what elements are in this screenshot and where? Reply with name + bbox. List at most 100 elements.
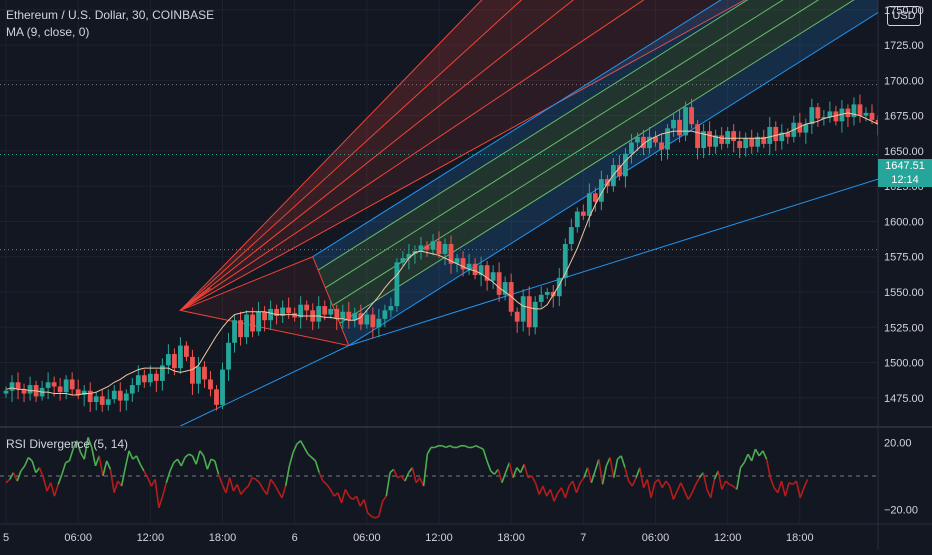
rsi-segment [603, 466, 607, 484]
rsi-segment [178, 459, 182, 466]
candle [677, 120, 682, 136]
rsi-segment [651, 483, 655, 498]
candle [737, 141, 742, 148]
rsi-segment [785, 483, 789, 496]
rsi-segment [356, 496, 360, 506]
rsi-segment [315, 461, 319, 473]
rsi-segment [647, 479, 651, 497]
candle [88, 391, 93, 402]
time-tick-label: 12:00 [425, 532, 453, 544]
rsi-segment [442, 446, 446, 448]
candle [136, 375, 141, 385]
candle [64, 379, 69, 392]
rsi-segment [487, 461, 491, 471]
candle [533, 302, 538, 327]
rsi-segment [200, 451, 204, 456]
price-tick-label: 1700.00 [884, 75, 924, 87]
rsi-segment [345, 489, 349, 496]
rsi-segment [107, 461, 111, 469]
rsi-segment [681, 483, 685, 491]
rsi-segment [248, 478, 252, 486]
rsi-segment [289, 452, 293, 465]
time-tick-label: 06:00 [64, 532, 92, 544]
rsi-legend[interactable]: RSI Divergence (5, 14) [6, 437, 128, 451]
symbol-legend[interactable]: Ethereum / U.S. Dollar, 30, COINBASE [6, 8, 214, 22]
candle [154, 374, 159, 381]
rsi-segment [278, 491, 282, 498]
rsi-segment [103, 461, 107, 476]
rsi-segment [472, 446, 476, 448]
candle [148, 374, 153, 382]
rsi-segment [13, 473, 17, 481]
rsi-segment [405, 473, 409, 481]
candle [262, 312, 267, 320]
candle [635, 137, 640, 143]
candle [509, 282, 514, 312]
rsi-segment [800, 488, 804, 498]
rsi-segment [483, 449, 487, 461]
rsi-segment [535, 483, 539, 495]
rsi-segment [148, 478, 152, 486]
candle [629, 142, 634, 153]
price-tick-label: 1675.00 [884, 111, 924, 123]
rsi-segment [737, 468, 741, 490]
rsi-segment [506, 463, 510, 473]
rsi-segment [271, 479, 275, 484]
rsi-segment [21, 466, 25, 471]
candle [286, 308, 291, 314]
candle [364, 315, 369, 325]
currency-button[interactable]: USD [887, 6, 921, 26]
rsi-axis: 20.00 −20.00 [884, 437, 918, 516]
rsi-segment [6, 479, 10, 482]
rsi-segment [718, 471, 722, 489]
rsi-segment [233, 484, 237, 491]
price-tick-label: 1475.00 [884, 393, 924, 405]
candle [208, 379, 213, 389]
time-tick-label: 18:00 [786, 532, 814, 544]
rsi-segment [215, 461, 219, 474]
candle [443, 244, 448, 254]
candle [196, 367, 201, 384]
candle [184, 346, 189, 357]
candle [106, 399, 111, 405]
rsi-segment [282, 486, 286, 498]
candle [894, 128, 899, 134]
rsi-segment [241, 489, 245, 494]
rsi-segment [196, 451, 200, 464]
rsi-segment [185, 454, 189, 457]
ma-legend[interactable]: MA (9, close, 0) [6, 25, 89, 39]
candle [226, 343, 231, 370]
candle [743, 138, 748, 148]
candle [124, 394, 129, 401]
candle [178, 346, 183, 369]
rsi-segment [562, 488, 566, 498]
rsi-segment [450, 446, 454, 448]
candle [214, 389, 219, 405]
rsi-segment [383, 496, 387, 501]
candle [328, 309, 333, 315]
rsi-segment [759, 451, 763, 456]
rsi-segment [446, 446, 450, 448]
rsi-segment [722, 481, 726, 489]
candle [46, 382, 51, 388]
rsi-segment [476, 446, 480, 448]
rsi-segment [155, 479, 159, 508]
rsi-segment [237, 484, 241, 494]
rsi-segment [319, 473, 323, 481]
rsi-segment [524, 464, 528, 477]
rsi-segment [159, 496, 163, 508]
rsi-segment [427, 447, 431, 454]
rsi-segment [480, 447, 484, 449]
rsi-segment [122, 468, 126, 486]
rsi-segment [140, 464, 144, 471]
rsi-segment [125, 451, 129, 468]
candle [394, 262, 399, 306]
time-tick-label: 5 [3, 532, 9, 544]
rsi-segment [192, 456, 196, 464]
rsi-segment [573, 481, 577, 493]
candle [112, 391, 117, 399]
rsi-segment [755, 449, 759, 456]
candle [388, 306, 393, 310]
